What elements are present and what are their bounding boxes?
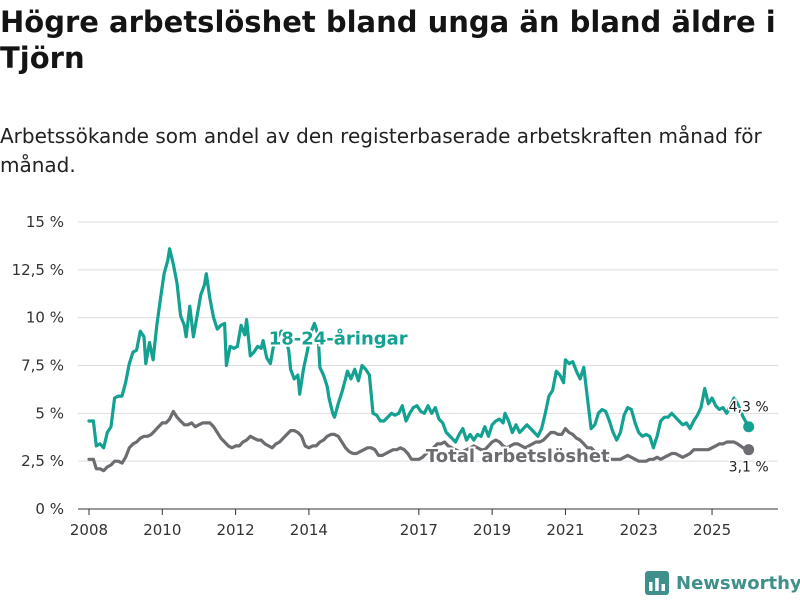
end-label-total: 3,1 % [729,460,769,476]
x-tick-label: 2010 [143,521,181,539]
brand-name: Newsworthy [676,572,800,594]
y-tick-label: 7,5 % [21,357,64,375]
end-marker-youth [743,421,755,433]
series-label-total: Total arbetslöshet [426,446,610,467]
chart-subtitle: Arbetssökande som andel av den registerb… [0,124,762,177]
x-tick-label: 2025 [693,521,731,539]
x-tick-label: 2023 [620,521,658,539]
series-line-total [87,409,751,473]
y-tick-label: 12,5 % [12,261,64,279]
y-tick-label: 0 % [35,500,64,518]
end-marker-total [743,444,755,456]
x-tick-label: 2017 [400,521,438,539]
x-tick-label: 2021 [546,521,584,539]
y-tick-label: 2,5 % [21,452,64,470]
line-chart: 0 % 2,5 % 5 % 7,5 % 10 % 12,5 % 15 % 2008 2010 20… [12,213,778,539]
chart-title: Högre arbetslöshet bland unga än bland ä… [0,5,776,75]
series-label-youth: 18-24-åringar [269,327,408,349]
y-tick-label: 15 % [26,213,64,231]
x-tick-label: 2019 [473,521,511,539]
y-tick-label: 5 % [35,404,64,422]
x-tick-label: 2012 [216,521,254,539]
brand-logo: Newsworthy [645,568,800,598]
series-line-youth [87,247,751,450]
x-tick-label: 2008 [70,521,108,539]
x-tick-label: 2014 [290,521,328,539]
end-label-youth: 4,3 % [729,400,769,416]
newsworthy-logo-icon [645,571,669,595]
y-tick-label: 10 % [26,309,64,327]
